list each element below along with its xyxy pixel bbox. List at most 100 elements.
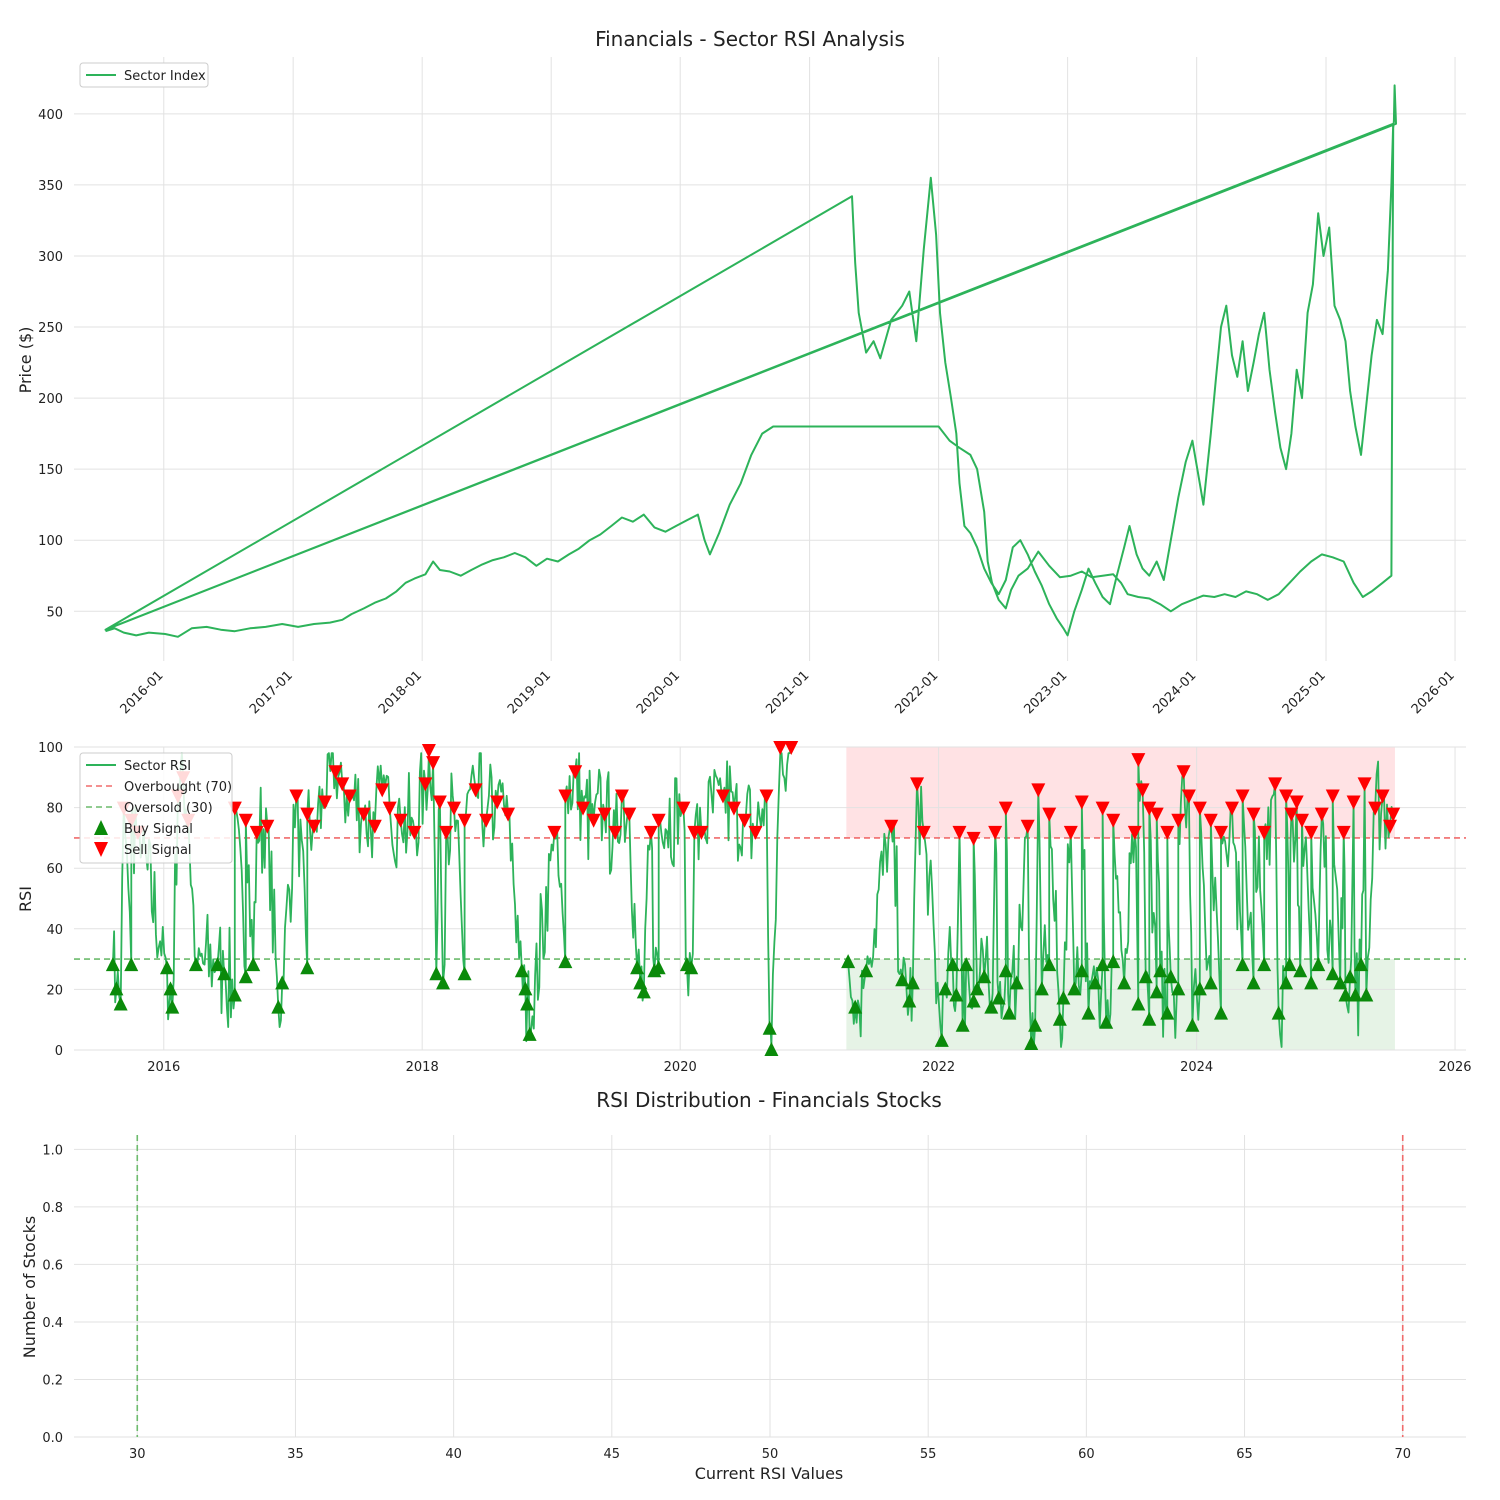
buy-signal-marker (938, 981, 953, 996)
sell-signal-marker (608, 825, 623, 840)
sell-signal-marker (382, 801, 397, 816)
dist-x-tick: 55 (920, 1447, 937, 1462)
buy-signal-marker (1028, 1017, 1043, 1032)
sell-signal-marker (759, 789, 774, 804)
sell-signal-marker (300, 807, 315, 822)
buy-signal-marker (1354, 957, 1369, 972)
sell-signal-marker (1289, 795, 1304, 810)
sell-signal-marker (249, 825, 264, 840)
dist-x-tick: 60 (1078, 1447, 1095, 1462)
sell-signal-marker (446, 801, 461, 816)
sell-signal-marker (726, 801, 741, 816)
sell-signal-marker (367, 819, 382, 834)
price-x-tick: 2024-01 (1150, 668, 1199, 717)
rsi-y-tick: 40 (46, 923, 63, 938)
buy-signal-marker (246, 957, 261, 972)
buy-signal-marker (1271, 1005, 1286, 1020)
buy-signal-marker (1024, 1035, 1039, 1050)
buy-signal-marker (630, 960, 645, 975)
price-y-tick: 200 (38, 392, 63, 407)
sell-signal-marker (1020, 819, 1035, 834)
dist-y-tick: 0.0 (42, 1431, 63, 1446)
rsi-series-line (112, 746, 793, 1048)
sell-signal-marker (1063, 825, 1078, 840)
sell-signal-marker (1314, 807, 1329, 822)
sell-signal-marker (317, 795, 332, 810)
sell-signal-marker (1127, 825, 1142, 840)
price-y-tick: 100 (38, 534, 63, 549)
price-y-tick: 300 (38, 250, 63, 265)
buy-signal-marker (905, 975, 920, 990)
buy-signal-marker (1235, 957, 1250, 972)
buy-signal-marker (1359, 987, 1374, 1002)
sell-signal-marker (1383, 819, 1398, 834)
sell-signal-marker (988, 825, 1003, 840)
buy-signal-marker (1052, 1011, 1067, 1026)
price-x-tick: 2023-01 (1021, 668, 1070, 717)
sell-signal-marker (1106, 813, 1121, 828)
price-y-tick: 350 (38, 179, 63, 194)
sell-signal-marker (676, 801, 691, 816)
sell-signal-marker (1042, 807, 1057, 822)
distribution-title: RSI Distribution - Financials Stocks (596, 1088, 942, 1112)
sell-signal-marker (1346, 795, 1361, 810)
sell-signal-marker (432, 795, 447, 810)
sell-signal-marker (479, 813, 494, 828)
buy-signal-marker (1257, 957, 1272, 972)
buy-signal-marker (1095, 957, 1110, 972)
sell-signal-marker (966, 831, 981, 846)
sell-signal-marker (439, 825, 454, 840)
buy-signal-marker (841, 954, 856, 969)
buy-signal-marker (1246, 975, 1261, 990)
buy-signal-marker (163, 981, 178, 996)
buy-signal-marker (1343, 969, 1358, 984)
price-x-tick: 2018-01 (376, 668, 425, 717)
rsi-x-tick: 2024 (1180, 1060, 1213, 1075)
buy-signal-marker (764, 1042, 779, 1056)
buy-signal-marker (1282, 957, 1297, 972)
price-x-tick: 2016-01 (118, 668, 167, 717)
overbought-zone (846, 747, 1395, 838)
buy-signal-marker (1081, 1005, 1096, 1020)
buy-signal-marker (514, 963, 529, 978)
buy-signal-marker (124, 957, 139, 972)
buy-signal-marker (977, 969, 992, 984)
rsi-x-tick: 2026 (1438, 1060, 1471, 1075)
buy-signal-marker (1203, 975, 1218, 990)
price-legend-label: Sector Index (124, 69, 206, 84)
sell-signal-marker (547, 825, 562, 840)
buy-signal-marker (966, 993, 981, 1008)
buy-signal-marker (1338, 987, 1353, 1002)
buy-signal-marker (949, 987, 964, 1002)
buy-signal-marker (1160, 1005, 1175, 1020)
buy-signal-marker (651, 960, 666, 975)
buy-signal-marker (105, 957, 120, 972)
sell-signal-marker (910, 777, 925, 792)
sell-signal-marker (1336, 825, 1351, 840)
buy-signal-marker (457, 966, 472, 981)
buy-signal-marker (522, 1026, 537, 1041)
price-y-tick: 50 (46, 605, 63, 620)
buy-signal-marker (1056, 990, 1071, 1005)
buy-signal-marker (436, 975, 451, 990)
dist-y-tick: 0.8 (42, 1201, 63, 1216)
sell-signal-marker (586, 813, 601, 828)
dist-x-tick: 30 (129, 1447, 146, 1462)
buy-signal-marker (300, 960, 315, 975)
sell-signal-marker (651, 813, 666, 828)
sell-signal-marker (1235, 789, 1250, 804)
sell-signal-marker (1268, 777, 1283, 792)
price-legend: Sector Index (79, 62, 209, 88)
rsi-y-tick: 0 (55, 1044, 63, 1059)
price-x-tick: 2020-01 (634, 668, 683, 717)
rsi-x-tick: 2016 (147, 1060, 180, 1075)
buy-signal-marker (998, 963, 1013, 978)
price-x-tick: 2025-01 (1280, 668, 1329, 717)
dist-x-tick: 35 (287, 1447, 304, 1462)
sell-signal-marker (356, 807, 371, 822)
distribution-panel: RSI Distribution - Financials Stocks 30 3… (20, 1088, 1466, 1483)
sell-signal-marker (407, 825, 422, 840)
dist-x-tick: 65 (1236, 1447, 1253, 1462)
buy-signal-marker (991, 990, 1006, 1005)
price-chart-title: Financials - Sector RSI Analysis (595, 27, 905, 51)
